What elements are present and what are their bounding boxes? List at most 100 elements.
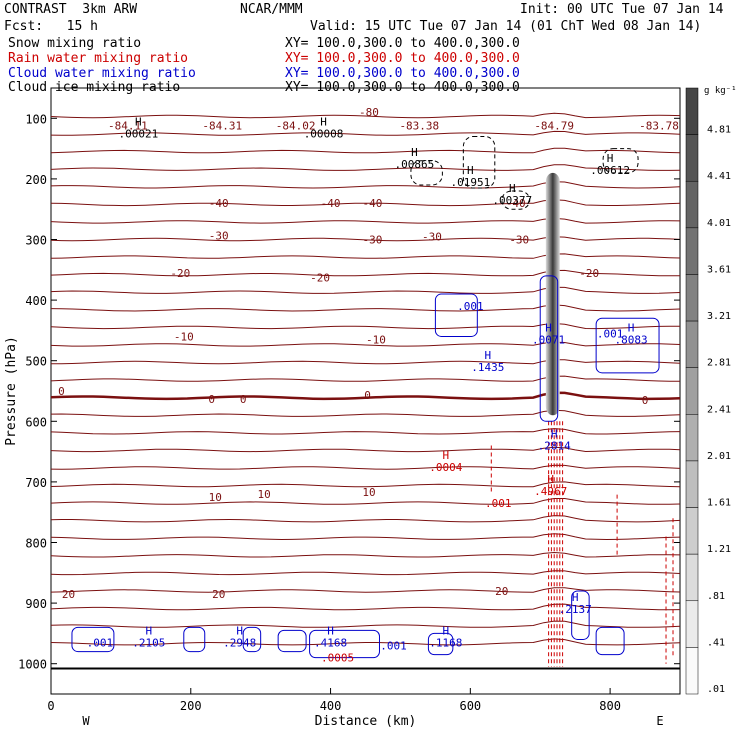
isotherm-line: [50, 304, 681, 312]
colorbar-segment: [685, 274, 699, 322]
cloud-water-contour: [242, 626, 262, 653]
high-value-label: .00008: [304, 127, 344, 140]
y-tick-label: 900: [25, 597, 47, 611]
east-label: E: [656, 714, 663, 728]
y-tick-label: 700: [25, 476, 47, 490]
isotherm-label: -10: [366, 333, 386, 346]
high-marker: H: [146, 624, 153, 637]
x-axis-title: Distance (km): [315, 714, 417, 729]
high-value-label: .4168: [314, 636, 347, 649]
x-tick-label: 400: [320, 699, 342, 713]
high-value-label: .2137: [559, 603, 592, 616]
forecast-hour: Fcst: 15 h: [4, 19, 98, 34]
colorbar-label: 2.41: [707, 404, 731, 415]
legend-snow-xy: XY= 100.0,300.0 to 400.0,300.0: [285, 36, 520, 51]
isotherm-label: -40: [209, 197, 229, 210]
colorbar-segment: [685, 87, 699, 135]
isotherm-line: [50, 428, 681, 435]
cloud-water-contour: [277, 629, 307, 653]
snow-contour: [462, 135, 496, 189]
high-marker: H: [484, 349, 491, 362]
init-time: Init: 00 UTC Tue 07 Jan 14: [520, 2, 724, 17]
isotherm-line: [50, 147, 681, 154]
isotherm-label: -30: [422, 230, 442, 243]
high-value-label: .001: [485, 497, 512, 510]
high-value-label: .00377: [492, 194, 532, 207]
isotherm-line: [50, 217, 681, 224]
colorbar-segment: [685, 553, 699, 602]
legend-rain-label: Rain water mixing ratio: [8, 51, 189, 66]
colorbar-label: 3.61: [707, 264, 731, 275]
colorbar-label: 1.21: [707, 544, 731, 555]
high-marker: H: [547, 473, 554, 486]
legend-rain-xy: XY= 100.0,300.0 to 400.0,300.0: [285, 51, 520, 66]
high-marker: H: [628, 321, 635, 334]
high-value-label: .0005: [321, 652, 354, 665]
cloud-water-contour: [595, 317, 660, 374]
x-tick-label: 800: [599, 699, 621, 713]
cloud-water-contour: [427, 632, 454, 656]
isotherm-label: -20: [310, 272, 330, 285]
high-marker: H: [327, 624, 334, 637]
isotherm-line: [50, 620, 681, 628]
isotherm-label: -10: [174, 330, 194, 343]
cloud-water-contour: [434, 293, 478, 337]
high-value-label: .00021: [118, 127, 158, 140]
colorbar-segment: [685, 180, 699, 229]
colorbar-segment: [685, 320, 699, 368]
y-tick-label: 500: [25, 355, 47, 369]
high-marker: H: [443, 449, 450, 462]
isotherm-label: -40: [321, 197, 341, 210]
isotherm-line: [51, 359, 681, 365]
high-value-label: .1168: [429, 636, 462, 649]
cloud-ice-core: [545, 172, 560, 416]
legend-snow-label: Snow mixing ratio: [8, 36, 142, 51]
y-tick-label: 1000: [18, 658, 47, 672]
high-value-label: .0004: [429, 461, 462, 474]
isotherm-line: [50, 551, 681, 558]
isotherm-line: [50, 164, 681, 171]
high-marker: H: [572, 591, 579, 604]
high-value-label: .001: [457, 300, 484, 313]
high-value-label: .001: [87, 636, 114, 649]
isotherm-label: -30: [509, 234, 529, 247]
isotherm-line: [50, 286, 681, 294]
isotherm-label: 20: [212, 588, 225, 601]
snow-contour: [602, 148, 639, 174]
high-marker: H: [607, 152, 614, 165]
high-marker: H: [551, 428, 558, 441]
isotherm-label: -83.78: [639, 120, 679, 133]
isotherm-label: -40: [363, 197, 383, 210]
isotherm-label: -30: [363, 234, 383, 247]
isotherm-label: 10: [362, 486, 375, 499]
snow-contour: [501, 190, 531, 210]
high-marker: H: [545, 321, 552, 334]
high-value-label: .2948: [223, 636, 256, 649]
high-value-label: .001: [380, 640, 407, 653]
isotherm-label: 0: [58, 385, 65, 398]
valid-time: Valid: 15 UTC Tue 07 Jan 14 (01 ChT Wed …: [310, 19, 702, 34]
high-value-label: .01951: [450, 176, 490, 189]
high-marker: H: [411, 146, 418, 159]
isotherm-line: [50, 236, 681, 242]
colorbar-label: 2.81: [707, 358, 731, 369]
isotherm-label: -80: [359, 106, 379, 119]
isotherm-line: [50, 253, 681, 259]
y-tick-label: 200: [25, 173, 47, 187]
isotherm-line: [50, 533, 681, 541]
isotherm-line: [50, 498, 681, 505]
isotherm-line: [50, 570, 681, 576]
x-tick-label: 0: [47, 699, 54, 713]
isotherm-label: 0: [240, 393, 247, 406]
high-value-label: .00612: [590, 164, 630, 177]
isotherm-label: -20: [579, 267, 599, 280]
cloud-water-contour: [183, 626, 206, 653]
high-marker: H: [443, 624, 450, 637]
isotherm-line: [50, 587, 681, 593]
high-value-label: .8083: [615, 333, 648, 346]
cloud-water-contour: [571, 590, 590, 640]
high-value-label: .1435: [471, 361, 504, 374]
isotherm-line: [50, 515, 681, 523]
high-value-label: .0071: [532, 333, 565, 346]
colorbar-segment: [685, 367, 699, 415]
